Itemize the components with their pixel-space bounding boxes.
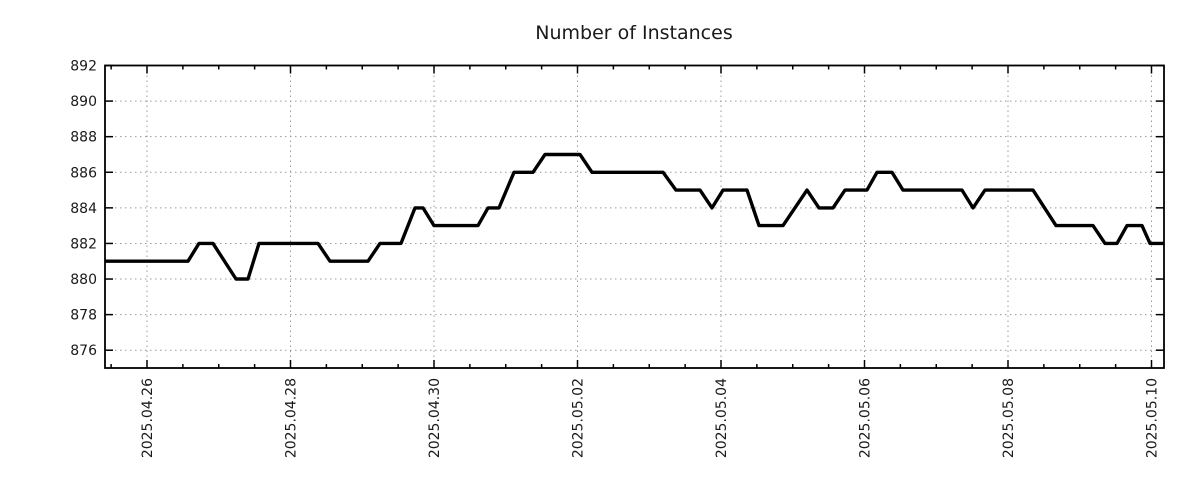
y-tick-label: 892: [70, 59, 97, 75]
y-tick-label: 886: [70, 165, 97, 181]
data-layer: [105, 152, 1164, 281]
x-tick-label: 2025.05.10: [1145, 378, 1161, 458]
y-tick-label: 888: [70, 130, 97, 146]
y-tick-label: 890: [70, 94, 97, 110]
x-tick-label: 2025.05.04: [714, 378, 730, 458]
x-tick-label: 2025.04.30: [427, 378, 443, 458]
plot-border: [104, 64, 1165, 369]
y-tick-label: 880: [70, 272, 97, 288]
x-tick-label: 2025.05.08: [1001, 378, 1017, 458]
data-line: [105, 152, 1164, 281]
chart-title: Number of Instances: [535, 22, 732, 44]
x-tick-label: 2025.04.28: [284, 378, 300, 458]
grid-layer: [105, 65, 1164, 368]
y-tick-label: 884: [70, 201, 97, 217]
x-tick-label: 2025.05.02: [571, 378, 587, 458]
y-tick-label: 876: [70, 343, 97, 359]
axis-layer: [104, 64, 1165, 369]
y-tick-label: 882: [70, 236, 97, 252]
x-tick-label: 2025.04.26: [140, 378, 156, 458]
y-tick-label: 878: [70, 308, 97, 324]
label-layer: 876 878 880 882 884 886 888 890 892 2025.04.26 202…: [70, 59, 1160, 459]
x-tick-label: 2025.05.06: [858, 378, 874, 458]
